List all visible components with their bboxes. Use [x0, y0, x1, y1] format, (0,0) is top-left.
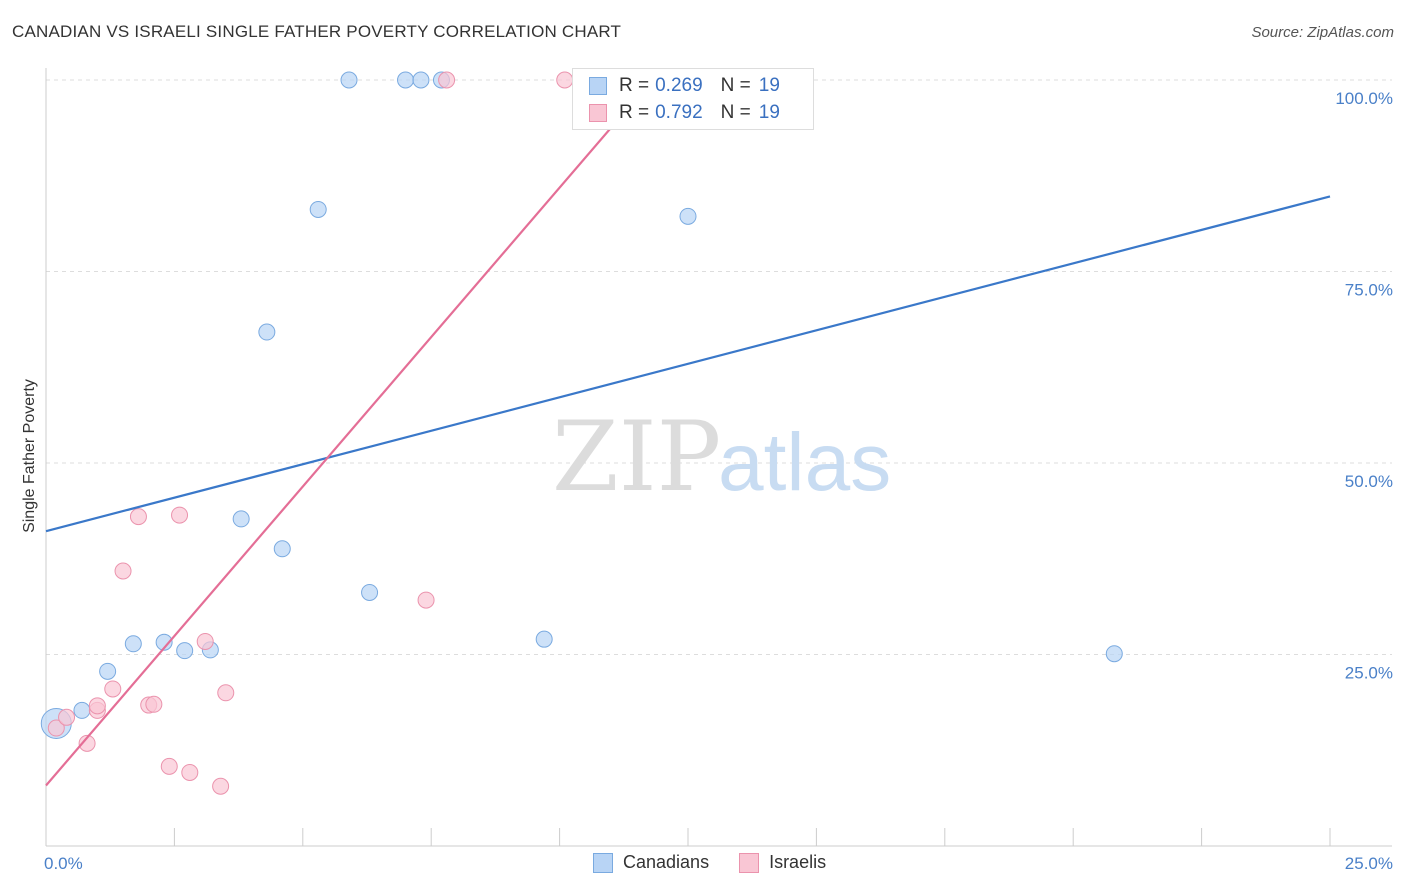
y-tick-label: 75.0% — [1345, 281, 1393, 300]
point-canadians-5 — [176, 642, 194, 660]
legend-r-value: 0.792 — [655, 102, 703, 123]
legend-r-value: 0.269 — [655, 75, 703, 96]
legend-row-canadians: R = 0.269 N = 19 — [589, 73, 780, 99]
point-israelis-13 — [196, 632, 214, 650]
point-canadians-3 — [124, 635, 142, 653]
legend-n-value: 19 — [758, 75, 780, 96]
point-israelis-14 — [212, 777, 230, 795]
trend-line-israelis — [45, 79, 653, 787]
series-legend: Canadians Israelis — [593, 852, 856, 873]
y-tick-label: 100.0% — [1335, 89, 1393, 108]
legend-item-canadians: Canadians — [593, 852, 709, 873]
point-israelis-18 — [556, 71, 574, 89]
point-israelis-16 — [417, 591, 435, 609]
point-canadians-17 — [679, 207, 697, 225]
point-israelis-7 — [129, 508, 147, 526]
point-israelis-12 — [181, 763, 199, 781]
legend-n-label: N = — [720, 102, 751, 123]
gridlines — [46, 79, 1392, 655]
legend-label-canadians: Canadians — [623, 852, 710, 872]
point-canadians-9 — [273, 540, 291, 558]
legend-swatch-canadians — [589, 77, 607, 95]
watermark-atlas: atlas — [718, 417, 891, 508]
point-israelis-2 — [78, 734, 96, 752]
point-israelis-9 — [145, 695, 163, 713]
legend-item-israelis: Israelis — [739, 852, 826, 873]
point-canadians-13 — [397, 71, 415, 89]
point-canadians-2 — [99, 662, 117, 680]
legend-r-label: R = — [619, 75, 650, 96]
x-tick-label-min: 0.0% — [44, 854, 83, 873]
point-israelis-17 — [438, 71, 456, 89]
point-canadians-12 — [361, 583, 379, 601]
legend-swatch-israelis — [739, 852, 760, 873]
trend-lines — [45, 79, 1331, 787]
point-canadians-7 — [232, 510, 250, 528]
y-axis-label: Single Father Poverty — [21, 379, 38, 533]
data-points — [40, 71, 1123, 795]
legend-swatch-israelis — [589, 104, 607, 122]
legend-swatch-canadians — [593, 852, 613, 873]
point-canadians-16 — [535, 630, 553, 648]
legend-label-israelis: Israelis — [769, 852, 827, 872]
point-israelis-1 — [58, 708, 76, 726]
y-tick-label: 50.0% — [1345, 472, 1393, 491]
source-credit: Source: ZipAtlas.com — [1251, 24, 1394, 41]
legend-row-israelis: R = 0.792 N = 19 — [589, 100, 780, 126]
point-israelis-4 — [88, 697, 106, 715]
point-canadians-14 — [412, 71, 430, 89]
chart-title: CANADIAN VS ISRAELI SINGLE FATHER POVERT… — [12, 22, 622, 41]
point-israelis-10 — [160, 757, 178, 775]
x-tick-label-max: 25.0% — [1345, 854, 1393, 873]
point-israelis-5 — [104, 680, 122, 698]
legend-r-label: R = — [619, 102, 650, 123]
point-israelis-0 — [47, 719, 65, 737]
y-tick-label: 25.0% — [1345, 664, 1393, 683]
trend-line-canadians — [45, 195, 1331, 533]
tick-labels: 25.0% 50.0% 75.0% 100.0% 0.0% 25.0% — [44, 89, 1393, 873]
point-canadians-8 — [258, 323, 276, 341]
point-canadians-10 — [309, 200, 327, 218]
point-canadians-11 — [340, 71, 358, 89]
legend-n-label: N = — [720, 75, 751, 96]
correlation-legend: R = 0.269 N = 19 R = 0.792 N = 19 — [572, 68, 814, 130]
legend-n-value: 19 — [758, 102, 780, 123]
point-canadians-1 — [73, 701, 91, 719]
watermark: ZIP atlas — [552, 401, 891, 513]
point-israelis-15 — [217, 684, 235, 702]
point-canadians-4 — [155, 633, 173, 651]
point-israelis-11 — [171, 506, 189, 524]
point-canadians-18 — [1105, 645, 1123, 663]
watermark-zip: ZIP — [552, 401, 721, 513]
point-israelis-6 — [114, 562, 132, 580]
